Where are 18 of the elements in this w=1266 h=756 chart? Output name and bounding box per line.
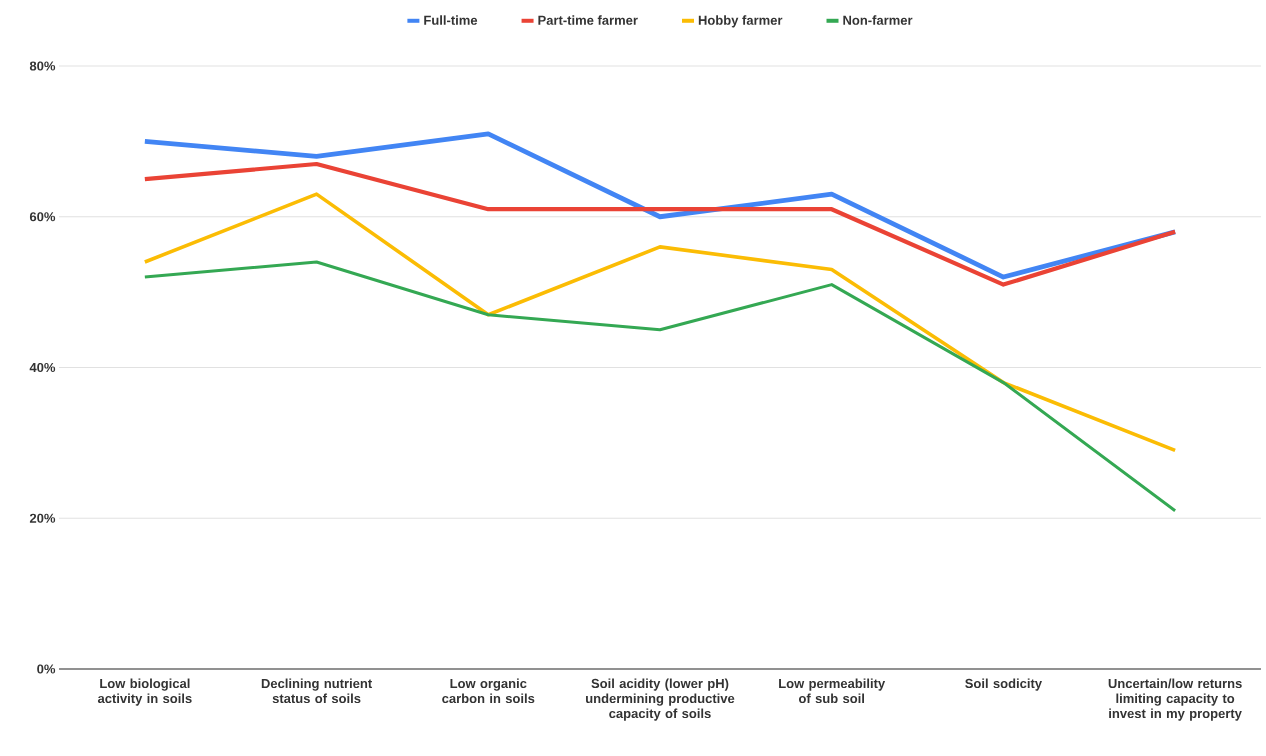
x-tick-label: Low organic carbon in soils — [442, 678, 535, 704]
y-tick-label: 40% — [29, 362, 56, 373]
legend-label: Non-farmer — [843, 15, 913, 25]
x-tick-label: Low permeability of sub soil — [779, 678, 886, 704]
line-series — [143, 192, 1177, 453]
legend-label: Hobby farmer — [698, 15, 783, 28]
x-tick-label: Low biological activity in soils — [97, 678, 192, 706]
y-tick-label: 0% — [37, 664, 56, 674]
x-tick-label: Declining nutrient status of soils — [261, 678, 373, 704]
x-tick-label: Soil acidity (lower pH) undermining productive capacity of soils — [586, 678, 735, 721]
legend-label: Part-time farmer — [538, 15, 638, 25]
y-tick-label: 20% — [29, 513, 56, 523]
line-series — [143, 260, 1177, 513]
legend-label: Full-time — [424, 15, 478, 25]
x-tick-label: Uncertain/low returns limiting capacity to invest in my property — [1108, 678, 1242, 721]
x-tick-label: Soil sodicity — [965, 678, 1042, 691]
y-tick-label: 60% — [29, 212, 56, 222]
y-tick-label: 80% — [29, 61, 56, 71]
